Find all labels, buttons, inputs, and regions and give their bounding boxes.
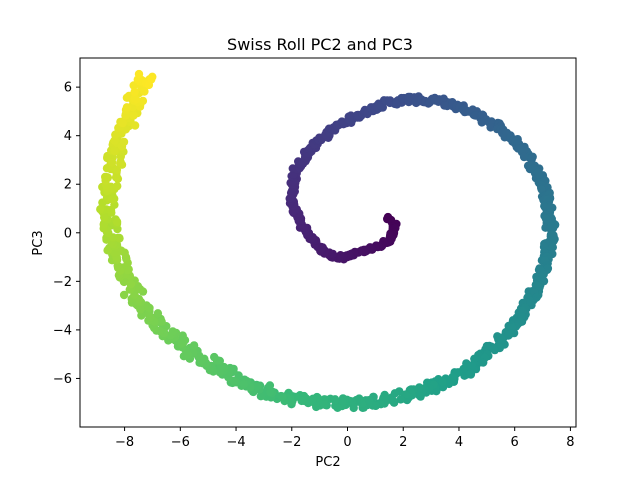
- plot-frame: [79, 57, 577, 428]
- data-point: [100, 213, 109, 222]
- y-tick-label: 0: [64, 226, 72, 241]
- data-point: [119, 137, 129, 147]
- data-point: [130, 94, 139, 103]
- data-point: [333, 403, 342, 412]
- data-point: [140, 87, 149, 96]
- data-point: [102, 235, 111, 244]
- data-point: [126, 279, 136, 289]
- data-point: [252, 382, 262, 391]
- data-point: [416, 392, 425, 401]
- data-point: [130, 121, 140, 130]
- data-point: [147, 75, 156, 84]
- data-point: [119, 290, 129, 300]
- data-point: [349, 403, 358, 413]
- data-point: [297, 396, 306, 406]
- data-point: [504, 330, 513, 339]
- x-tick-label: −4: [226, 435, 245, 450]
- x-tick-label: −8: [115, 435, 134, 450]
- x-axis-ticks: −8 −6 −4 −2 0 2 4 6 8: [115, 427, 575, 450]
- data-point: [112, 165, 122, 175]
- data-point: [138, 96, 148, 106]
- data-point: [115, 233, 124, 243]
- data-point: [265, 381, 275, 390]
- data-point: [177, 339, 186, 348]
- y-tick-label: 6: [64, 81, 72, 96]
- x-tick-label: −2: [282, 435, 301, 450]
- y-tick-label: −4: [53, 323, 72, 338]
- x-tick-label: 6: [511, 435, 519, 450]
- data-point: [129, 81, 138, 90]
- y-axis-label: PC3: [31, 230, 46, 255]
- data-point: [239, 379, 249, 389]
- data-point: [108, 195, 117, 204]
- data-point: [396, 395, 405, 404]
- data-points: [96, 69, 560, 413]
- data-point: [112, 217, 122, 227]
- y-axis-ticks: −6 −4 −2 0 2 4 6: [53, 81, 80, 387]
- data-point: [210, 352, 219, 362]
- chart-title: Swiss Roll PC2 and PC3: [227, 35, 413, 54]
- y-tick-label: 2: [64, 178, 72, 193]
- data-point: [96, 205, 105, 214]
- data-point: [337, 397, 347, 407]
- x-tick-label: 8: [566, 435, 574, 450]
- data-point: [489, 344, 498, 354]
- data-point: [477, 118, 486, 127]
- data-point: [130, 87, 139, 97]
- data-point: [528, 152, 537, 161]
- data-point: [153, 309, 163, 318]
- x-axis-label: PC2: [315, 455, 340, 470]
- data-point: [486, 123, 495, 132]
- data-point: [189, 341, 199, 350]
- x-tick-label: −6: [171, 435, 190, 450]
- data-point: [266, 388, 275, 397]
- data-point: [107, 158, 117, 167]
- data-point: [122, 103, 132, 112]
- data-point: [103, 246, 112, 255]
- data-point: [111, 130, 120, 139]
- data-point: [438, 377, 447, 387]
- data-point: [113, 181, 122, 191]
- data-point: [116, 159, 125, 168]
- data-point: [548, 224, 558, 233]
- data-point: [470, 354, 479, 363]
- data-point: [110, 146, 119, 155]
- data-point: [276, 391, 286, 401]
- y-tick-label: −2: [53, 275, 72, 290]
- x-tick-label: 2: [399, 435, 407, 450]
- x-tick-label: 4: [455, 435, 463, 450]
- data-point: [215, 368, 224, 377]
- data-point: [543, 215, 552, 225]
- data-point: [129, 111, 138, 120]
- data-point: [319, 400, 329, 409]
- data-point: [111, 173, 121, 182]
- data-point: [118, 118, 127, 128]
- data-point: [507, 323, 517, 332]
- data-point: [134, 69, 144, 79]
- data-point: [178, 331, 187, 340]
- y-tick-label: −6: [53, 372, 72, 387]
- y-tick-label: 4: [64, 129, 72, 144]
- data-point: [256, 392, 266, 401]
- x-tick-label: 0: [343, 435, 351, 450]
- data-point: [103, 173, 113, 182]
- data-point: [157, 317, 166, 326]
- data-point: [168, 327, 177, 336]
- data-point: [330, 396, 340, 405]
